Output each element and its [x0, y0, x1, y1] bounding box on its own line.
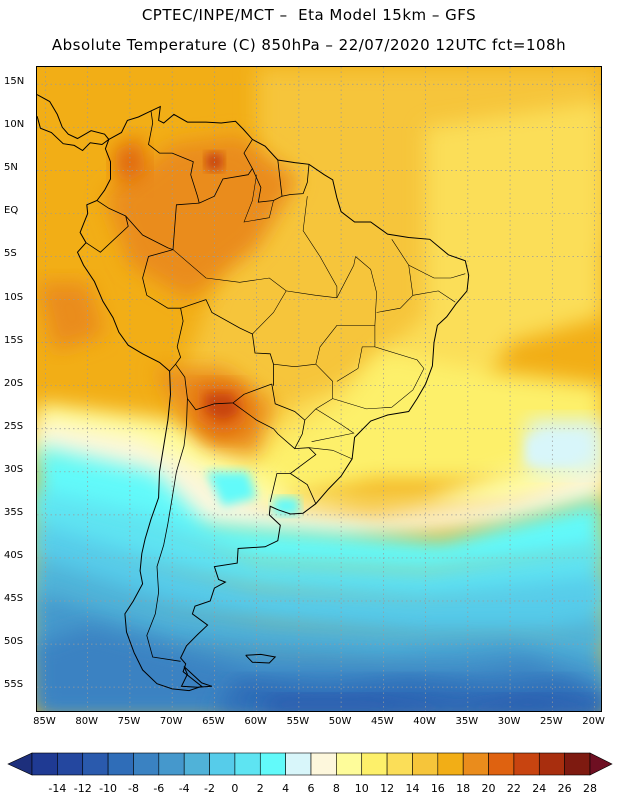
latitude-label: 5N	[4, 162, 18, 174]
colorbar-high-arrow	[589, 752, 613, 776]
latitude-label: EQ	[4, 205, 19, 217]
latitude-label: 10N	[4, 119, 25, 131]
colorbar-tick-label: 8	[332, 782, 340, 795]
latitude-label: 10S	[4, 291, 24, 303]
colorbar-swatch	[285, 752, 312, 776]
colorbar-tick-label: 26	[557, 782, 572, 795]
colorbar-tick-label: -8	[127, 782, 139, 795]
colorbar-tick-label: 4	[282, 782, 290, 795]
longitude-label: 80W	[75, 716, 98, 727]
colorbar-swatch	[488, 752, 515, 776]
colorbar-swatch	[158, 752, 185, 776]
colorbar-low-arrow	[7, 752, 33, 776]
colorbar-swatch	[31, 752, 58, 776]
colorbar-swatch	[462, 752, 489, 776]
colorbar-swatch	[234, 752, 261, 776]
colorbar-swatch	[361, 752, 388, 776]
latitude-label: 55S	[4, 679, 24, 691]
colorbar-swatch	[513, 752, 540, 776]
latitude-label: 15S	[4, 334, 24, 346]
longitude-label: 40W	[413, 716, 436, 727]
longitude-label: 25W	[540, 716, 563, 727]
longitude-label: 75W	[117, 716, 141, 727]
colorbar-tick-label: -2	[204, 782, 216, 795]
colorbar-swatch	[437, 752, 464, 776]
latitude-label: 30S	[4, 463, 24, 475]
latitude-label: 25S	[4, 420, 24, 432]
colorbar-tick-label: -4	[178, 782, 190, 795]
longitude-label: 30W	[497, 716, 521, 727]
longitude-label: 65W	[202, 716, 225, 727]
longitude-label: 55W	[286, 716, 310, 727]
colorbar-tick-label: 20	[481, 782, 496, 795]
latitude-label: 50S	[4, 636, 24, 648]
colorbar-swatch	[183, 752, 210, 776]
colorbar-tick-label: 0	[231, 782, 239, 795]
colorbar	[7, 752, 613, 776]
coastline-and-borders	[37, 94, 470, 692]
colorbar-swatch	[412, 752, 439, 776]
colorbar-swatch	[57, 752, 84, 776]
colorbar-swatch	[259, 752, 286, 776]
colorbar-tick-label: -10	[99, 782, 118, 795]
longitude-label: 45W	[371, 716, 394, 727]
temperature-map	[36, 66, 602, 712]
longitude-label: 35W	[455, 716, 479, 727]
colorbar-tick-label: 28	[583, 782, 597, 795]
map-title-line2: Absolute Temperature (C) 850hPa – 22/07/…	[51, 36, 567, 54]
colorbar-tick-label: -6	[153, 782, 165, 795]
longitude-label: 60W	[244, 716, 267, 727]
latitude-label: 5S	[4, 248, 17, 260]
colorbar-tick-label: 18	[456, 782, 471, 795]
colorbar-swatch	[538, 752, 565, 776]
latitude-label: 45S	[4, 593, 24, 605]
map-title-line1: CPTEC/INPE/MCT – Eta Model 15km – GFS	[141, 6, 477, 24]
colorbar-tick-label: 12	[380, 782, 395, 795]
colorbar-swatch	[107, 752, 134, 776]
colorbar-swatch	[209, 752, 236, 776]
colorbar-swatch	[336, 752, 363, 776]
colorbar-tick-label: 10	[354, 782, 369, 795]
temperature-field	[37, 67, 601, 711]
longitude-label: 50W	[328, 716, 352, 727]
longitude-label: 20W	[582, 716, 605, 727]
colorbar-tick-label: 24	[532, 782, 547, 795]
colorbar-tick-label: -14	[48, 782, 67, 795]
colorbar-swatch	[564, 752, 591, 776]
colorbar-swatch	[82, 752, 109, 776]
longitude-label: 85W	[33, 716, 56, 727]
colorbar-swatch	[310, 752, 337, 776]
colorbar-tick-label: -12	[73, 782, 92, 795]
latitude-label: 20S	[4, 377, 24, 389]
colorbar-tick-label: 22	[506, 782, 521, 795]
colorbar-swatch	[386, 752, 413, 776]
colorbar-tick-label: 16	[430, 782, 445, 795]
latitude-label: 40S	[4, 549, 24, 561]
longitude-label: 70W	[159, 716, 183, 727]
colorbar-tick-label: 14	[405, 782, 420, 795]
colorbar-tick-label: 6	[307, 782, 315, 795]
colorbar-swatch	[133, 752, 160, 776]
latitude-label: 35S	[4, 506, 24, 518]
latitude-label: 15N	[4, 76, 25, 88]
colorbar-tick-label: 2	[256, 782, 264, 795]
